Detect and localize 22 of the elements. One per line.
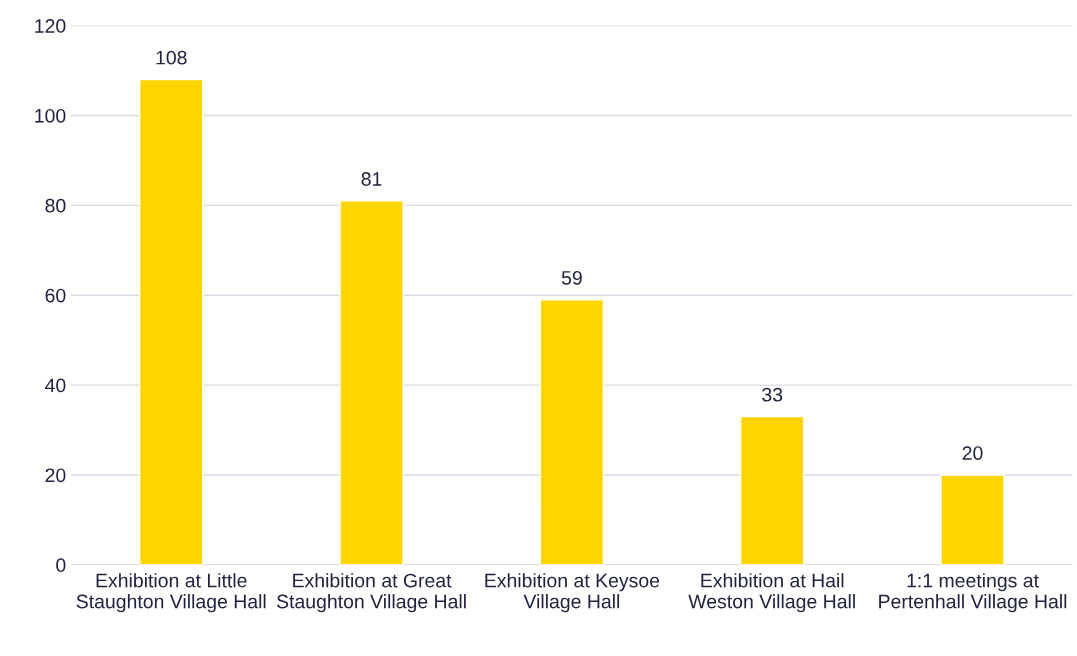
y-tick-label: 20	[45, 468, 66, 483]
bar	[940, 474, 1005, 565]
y-tick-label: 80	[45, 198, 66, 213]
bar	[539, 298, 605, 565]
bar	[739, 415, 805, 565]
x-tick-label: 1:1 meetings at Pertenhall Village Hall	[879, 573, 1067, 613]
data-label: 20	[962, 446, 983, 460]
y-tick-label: 40	[45, 378, 66, 393]
data-label: 108	[156, 50, 187, 65]
data-label: 81	[361, 172, 382, 186]
y-tick-label: 0	[56, 558, 66, 573]
y-tick-label: 100	[35, 108, 66, 123]
x-tick-label: Exhibition at Little Staughton Village Hall	[76, 573, 266, 613]
y-tick-label: 60	[45, 288, 66, 303]
data-label: 33	[762, 387, 783, 402]
data-label: 59	[561, 270, 582, 285]
x-tick-label: Exhibition at Hail Weston Village Hall	[688, 573, 855, 613]
x-tick-label: Exhibition at Great Staughton Village Hall	[276, 573, 466, 613]
bar	[339, 200, 404, 565]
y-tick-label: 120	[35, 19, 66, 33]
bar	[138, 78, 204, 565]
x-tick-label: Exhibition at Keysoe Village Hall	[485, 573, 660, 613]
